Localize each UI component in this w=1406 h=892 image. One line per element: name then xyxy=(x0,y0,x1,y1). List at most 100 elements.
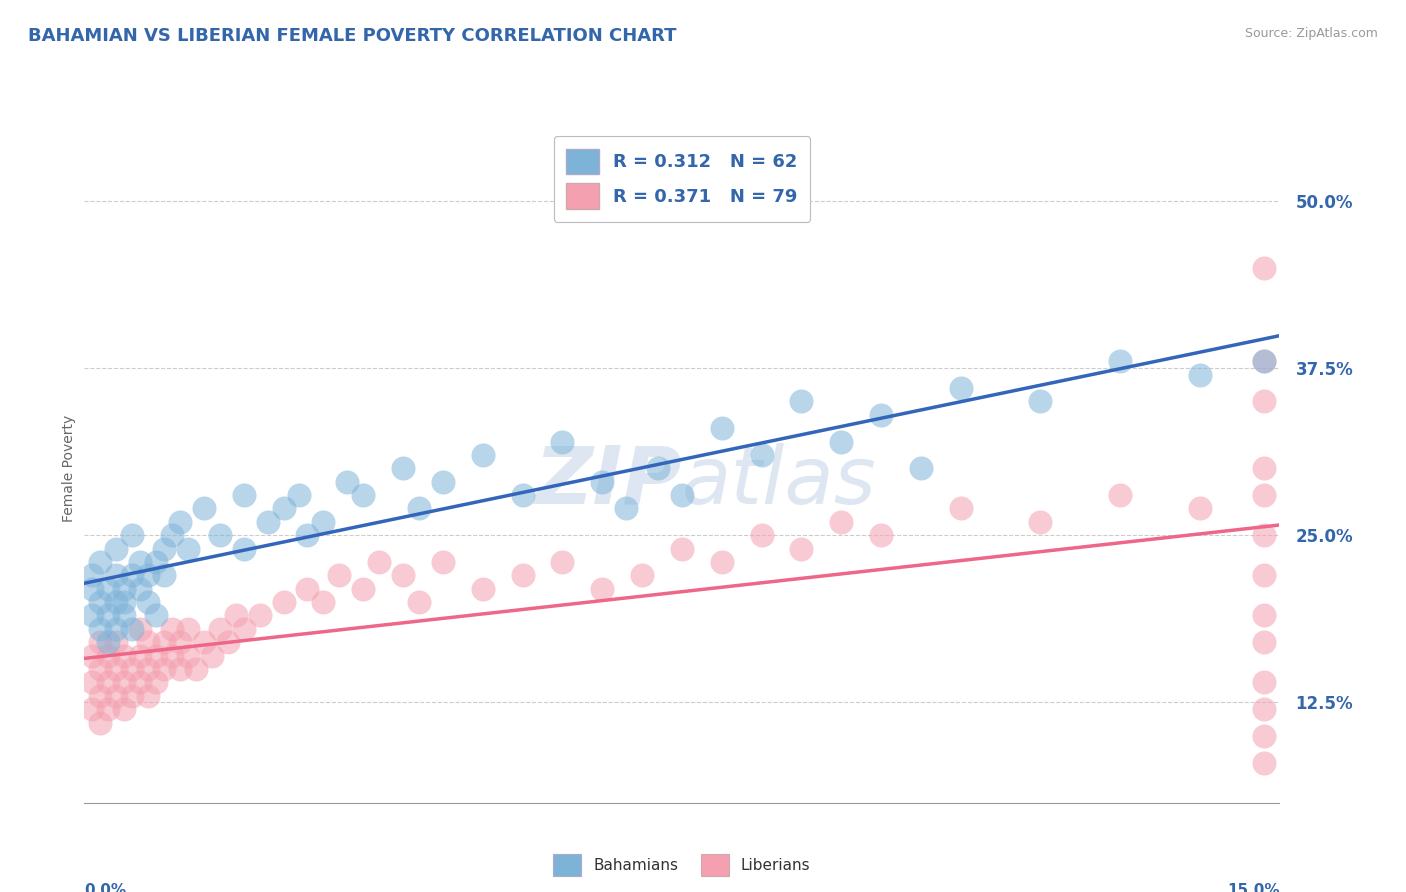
Point xyxy=(153,662,176,676)
Point xyxy=(129,555,152,569)
Point xyxy=(432,475,454,489)
Point xyxy=(1109,354,1132,368)
Point xyxy=(790,394,813,409)
Point xyxy=(105,635,128,649)
Point xyxy=(160,648,183,663)
Point xyxy=(830,515,852,529)
Point xyxy=(82,675,104,690)
Point xyxy=(97,702,120,716)
Point xyxy=(105,568,128,582)
Point xyxy=(145,648,167,663)
Point xyxy=(153,568,176,582)
Point xyxy=(105,595,128,609)
Point xyxy=(129,675,152,690)
Point xyxy=(297,582,319,596)
Point xyxy=(830,434,852,449)
Point xyxy=(751,448,773,462)
Point xyxy=(160,622,183,636)
Point xyxy=(145,608,167,623)
Point xyxy=(121,622,143,636)
Point xyxy=(1253,354,1275,368)
Point xyxy=(647,461,669,475)
Point xyxy=(177,541,200,556)
Point xyxy=(790,541,813,556)
Point xyxy=(256,515,278,529)
Point xyxy=(82,582,104,596)
Text: BAHAMIAN VS LIBERIAN FEMALE POVERTY CORRELATION CHART: BAHAMIAN VS LIBERIAN FEMALE POVERTY CORR… xyxy=(28,27,676,45)
Point xyxy=(112,675,135,690)
Point xyxy=(551,434,574,449)
Point xyxy=(870,528,893,542)
Point xyxy=(89,555,111,569)
Text: ZIP: ZIP xyxy=(534,442,682,521)
Text: atlas: atlas xyxy=(682,442,877,521)
Point xyxy=(1029,515,1052,529)
Point xyxy=(1253,394,1275,409)
Point xyxy=(112,608,135,623)
Point xyxy=(1188,368,1211,382)
Point xyxy=(105,541,128,556)
Point xyxy=(193,501,215,516)
Point xyxy=(97,608,120,623)
Point xyxy=(105,662,128,676)
Point xyxy=(1253,608,1275,623)
Point xyxy=(225,608,247,623)
Point xyxy=(112,702,135,716)
Point xyxy=(129,648,152,663)
Point xyxy=(89,595,111,609)
Point xyxy=(1253,702,1275,716)
Point xyxy=(512,568,534,582)
Point xyxy=(208,528,231,542)
Point xyxy=(160,528,183,542)
Point xyxy=(551,555,574,569)
Text: 15.0%: 15.0% xyxy=(1227,883,1279,892)
Point xyxy=(97,635,120,649)
Point xyxy=(169,662,191,676)
Point xyxy=(112,648,135,663)
Point xyxy=(751,528,773,542)
Point xyxy=(136,568,159,582)
Point xyxy=(408,501,430,516)
Point xyxy=(82,608,104,623)
Point xyxy=(710,555,733,569)
Point xyxy=(169,515,191,529)
Point xyxy=(169,635,191,649)
Point xyxy=(201,648,224,663)
Point xyxy=(591,582,613,596)
Point xyxy=(82,702,104,716)
Point xyxy=(112,595,135,609)
Point xyxy=(671,488,693,502)
Legend: Bahamians, Liberians: Bahamians, Liberians xyxy=(547,848,817,882)
Point xyxy=(949,501,972,516)
Point xyxy=(208,622,231,636)
Point xyxy=(82,648,104,663)
Point xyxy=(97,648,120,663)
Point xyxy=(368,555,391,569)
Point xyxy=(336,475,359,489)
Point xyxy=(145,555,167,569)
Point xyxy=(89,662,111,676)
Point xyxy=(297,528,319,542)
Point xyxy=(408,595,430,609)
Point xyxy=(105,622,128,636)
Point xyxy=(1253,488,1275,502)
Point xyxy=(177,622,200,636)
Text: Source: ZipAtlas.com: Source: ZipAtlas.com xyxy=(1244,27,1378,40)
Point xyxy=(97,582,120,596)
Point xyxy=(89,635,111,649)
Point xyxy=(136,689,159,703)
Point xyxy=(82,568,104,582)
Point xyxy=(1253,568,1275,582)
Point xyxy=(471,448,494,462)
Point xyxy=(273,501,295,516)
Point xyxy=(671,541,693,556)
Point xyxy=(288,488,311,502)
Point xyxy=(949,381,972,395)
Point xyxy=(910,461,932,475)
Point xyxy=(136,595,159,609)
Point xyxy=(217,635,239,649)
Point xyxy=(136,635,159,649)
Point xyxy=(471,582,494,596)
Point xyxy=(121,662,143,676)
Point xyxy=(392,461,415,475)
